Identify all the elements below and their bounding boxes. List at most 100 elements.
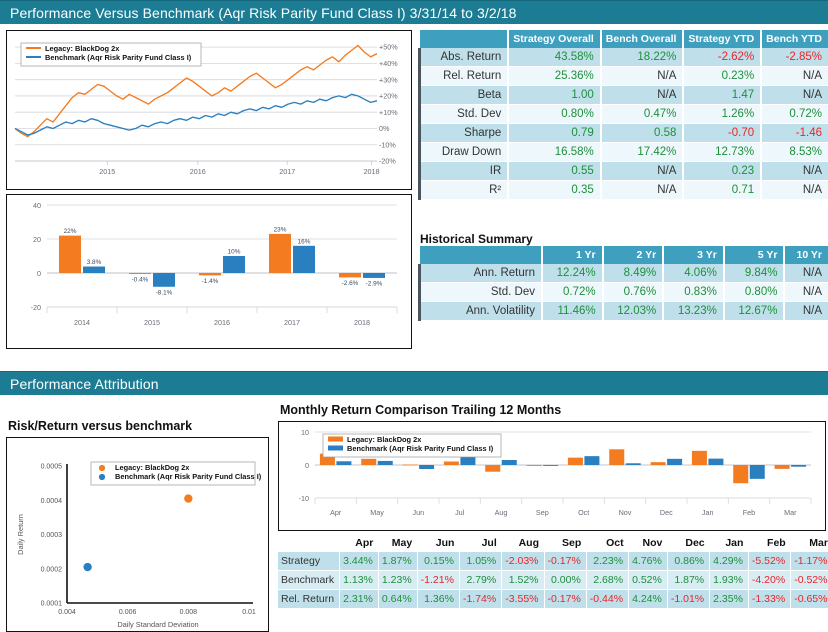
risk-return-chart-title: Risk/Return versus benchmark [8,419,192,433]
monthly-column-header[interactable]: May [378,535,417,552]
hist-cell: 12.03% [603,302,664,321]
stat-cell: N/A [761,181,828,200]
column-header-5yr[interactable]: 5 Yr [724,246,785,264]
monthly-returns-table[interactable]: AprMayJunJulAugSepOctNovDecJanFebMarTota… [278,535,828,609]
monthly-cell: 2.23% [586,552,628,571]
monthly-column-header[interactable]: Mar [791,535,828,552]
monthly-column-header[interactable]: Jan [710,535,749,552]
svg-text:20: 20 [33,235,41,244]
monthly-cell: 3.44% [340,552,379,571]
monthly-column-header[interactable]: Feb [748,535,790,552]
monthly-cell: -0.44% [586,590,628,609]
stat-cell: 0.80% [508,105,601,124]
hist-cell: 8.49% [603,264,664,283]
bar [527,465,542,466]
stat-cell: -1.46 [761,124,828,143]
stat-cell: 0.71 [683,181,761,200]
monthly-cell: -1.74% [459,590,501,609]
column-header-bench-overall[interactable]: Bench Overall [601,30,684,48]
column-header-10yr[interactable]: 10 Yr [784,246,828,264]
monthly-column-header[interactable]: Jul [459,535,501,552]
hist-cell: 12.24% [542,264,603,283]
bar [485,465,500,472]
stat-row-label: Sharpe [420,124,509,143]
svg-text:Nov: Nov [619,508,632,517]
monthly-column-header[interactable]: Oct [586,535,628,552]
stat-cell: 1.00 [508,86,601,105]
bar [199,273,221,275]
monthly-column-header[interactable]: Sep [544,535,586,552]
monthly-cell: 1.23% [378,571,417,590]
bar [378,461,393,465]
monthly-column-header[interactable]: Aug [502,535,544,552]
bar [584,456,599,465]
bar [543,465,558,466]
performance-statistics-table[interactable]: Strategy Overall Bench Overall Strategy … [418,30,828,200]
column-header-strategy-overall[interactable]: Strategy Overall [508,30,601,48]
svg-text:23%: 23% [274,226,287,233]
monthly-column-header[interactable]: Dec [667,535,709,552]
svg-text:-2.6%: -2.6% [342,280,359,287]
svg-text:0%: 0% [379,124,390,133]
column-header-bench-ytd[interactable]: Bench YTD [761,30,828,48]
column-header-2yr[interactable]: 2 Yr [603,246,664,264]
hist-cell: 13.23% [663,302,724,321]
stat-cell: 0.23 [683,162,761,181]
bar [339,273,361,277]
monthly-cell: 0.15% [417,552,459,571]
bar [363,273,385,278]
stat-cell: 8.53% [761,143,828,162]
hist-cell: 0.80% [724,283,785,302]
svg-text:Jan: Jan [702,508,714,517]
monthly-column-header[interactable]: Apr [340,535,379,552]
monthly-cell: 4.29% [710,552,749,571]
svg-text:Daily Return: Daily Return [16,514,25,555]
svg-text:Benchmark (Aqr Risk Parity Fun: Benchmark (Aqr Risk Parity Fund Class I) [115,472,262,481]
stat-cell: N/A [601,162,684,181]
monthly-cell: 2.31% [340,590,379,609]
svg-text:0.008: 0.008 [180,609,198,616]
monthly-cell: -1.01% [667,590,709,609]
bar [293,246,315,273]
column-header-strategy-ytd[interactable]: Strategy YTD [683,30,761,48]
bar [502,460,517,465]
svg-text:-10: -10 [299,494,309,503]
hist-row-label: Std. Dev [420,283,543,302]
monthly-cell: 2.68% [586,571,628,590]
monthly-column-header[interactable]: Jun [417,535,459,552]
column-header-3yr[interactable]: 3 Yr [663,246,724,264]
svg-text:2017: 2017 [279,167,295,176]
svg-text:0.006: 0.006 [119,609,137,616]
stat-cell: N/A [601,86,684,105]
bar [791,465,806,467]
performance-section-title: Performance Versus Benchmark (Aqr Risk P… [10,5,516,21]
bar [651,462,666,465]
monthly-column-header[interactable]: Nov [629,535,668,552]
svg-text:-1.4%: -1.4% [202,278,219,285]
svg-text:2014: 2014 [74,318,90,327]
column-header-1yr[interactable]: 1 Yr [542,246,603,264]
monthly-cell: -0.17% [544,552,586,571]
stat-cell: 16.58% [508,143,601,162]
